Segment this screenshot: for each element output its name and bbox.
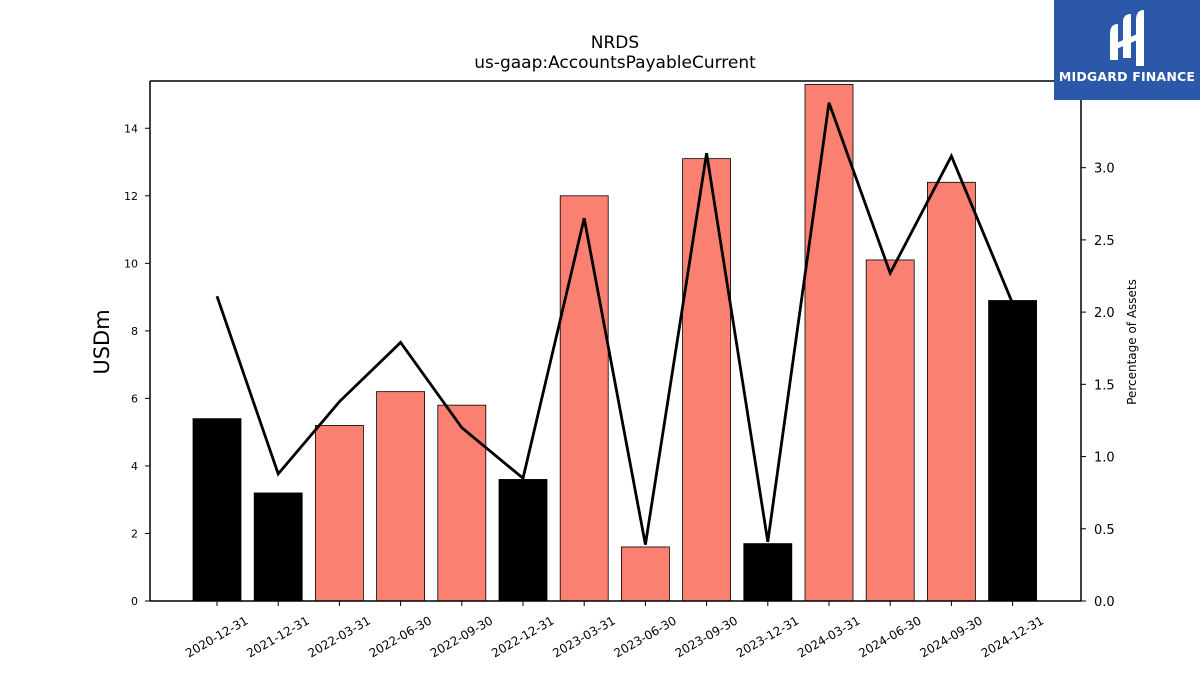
y-tick-label: 8 [131, 325, 138, 338]
y-tick-label: 0 [131, 595, 138, 608]
y-axis-label: USDm [90, 309, 114, 374]
bar [559, 195, 609, 602]
x-tick-label: 2023-03-31 [550, 613, 617, 660]
x-tick-label: 2022-03-31 [305, 613, 372, 660]
bar [804, 83, 854, 602]
chart-title: NRDS [591, 33, 639, 53]
company-logo: MIDGARD FINANCE [1054, 0, 1200, 100]
y2-axis-label: Percentage of Assets [1125, 279, 1139, 405]
x-tick-label: 2024-03-31 [795, 613, 862, 660]
logo-mark-icon [1110, 10, 1144, 66]
y-tick-label: 10 [124, 257, 138, 270]
x-tick-label: 2023-06-30 [611, 613, 678, 660]
y2-tick-label: 3.0 [1094, 162, 1115, 177]
y2-tick-label: 1.0 [1094, 451, 1115, 466]
x-tick-label: 2020-12-31 [183, 613, 250, 660]
y2-tick-label: 0.0 [1094, 595, 1115, 610]
bar [682, 158, 731, 602]
y-tick-label: 2 [131, 527, 138, 540]
y-tick-label: 4 [131, 460, 138, 473]
x-tick-label: 2024-06-30 [856, 613, 923, 660]
y-tick-label: 12 [124, 190, 138, 203]
x-tick-label: 2023-09-30 [673, 613, 740, 660]
bar [192, 418, 242, 602]
x-tick-label: 2022-06-30 [367, 613, 434, 660]
y-tick-label: 14 [124, 122, 138, 135]
x-tick-label: 2022-09-30 [428, 613, 495, 660]
chart-subtitle: us-gaap:AccountsPayableCurrent [474, 53, 756, 73]
series-line [215, 102, 1014, 545]
y2-tick-label: 1.5 [1094, 378, 1115, 393]
bar [376, 391, 426, 602]
x-tick-label: 2023-12-31 [734, 613, 801, 660]
bar [314, 425, 364, 602]
y-tick-label: 6 [131, 392, 138, 405]
x-tick-label: 2022-12-31 [489, 613, 556, 660]
x-tick-label: 2024-12-31 [979, 613, 1046, 660]
bar [743, 543, 793, 602]
logo-text: MIDGARD FINANCE [1058, 69, 1196, 84]
bar [927, 181, 976, 602]
x-tick-label: 2021-12-31 [244, 613, 311, 660]
bar [621, 546, 670, 602]
bar [988, 300, 1037, 602]
bar [498, 479, 548, 602]
bar [865, 259, 915, 602]
x-tick-label: 2024-09-30 [917, 613, 984, 660]
bar [253, 492, 303, 602]
y2-tick-label: 2.5 [1094, 234, 1115, 249]
y2-tick-label: 2.0 [1094, 306, 1115, 321]
bar [437, 404, 487, 602]
y2-tick-label: 0.5 [1094, 523, 1115, 538]
